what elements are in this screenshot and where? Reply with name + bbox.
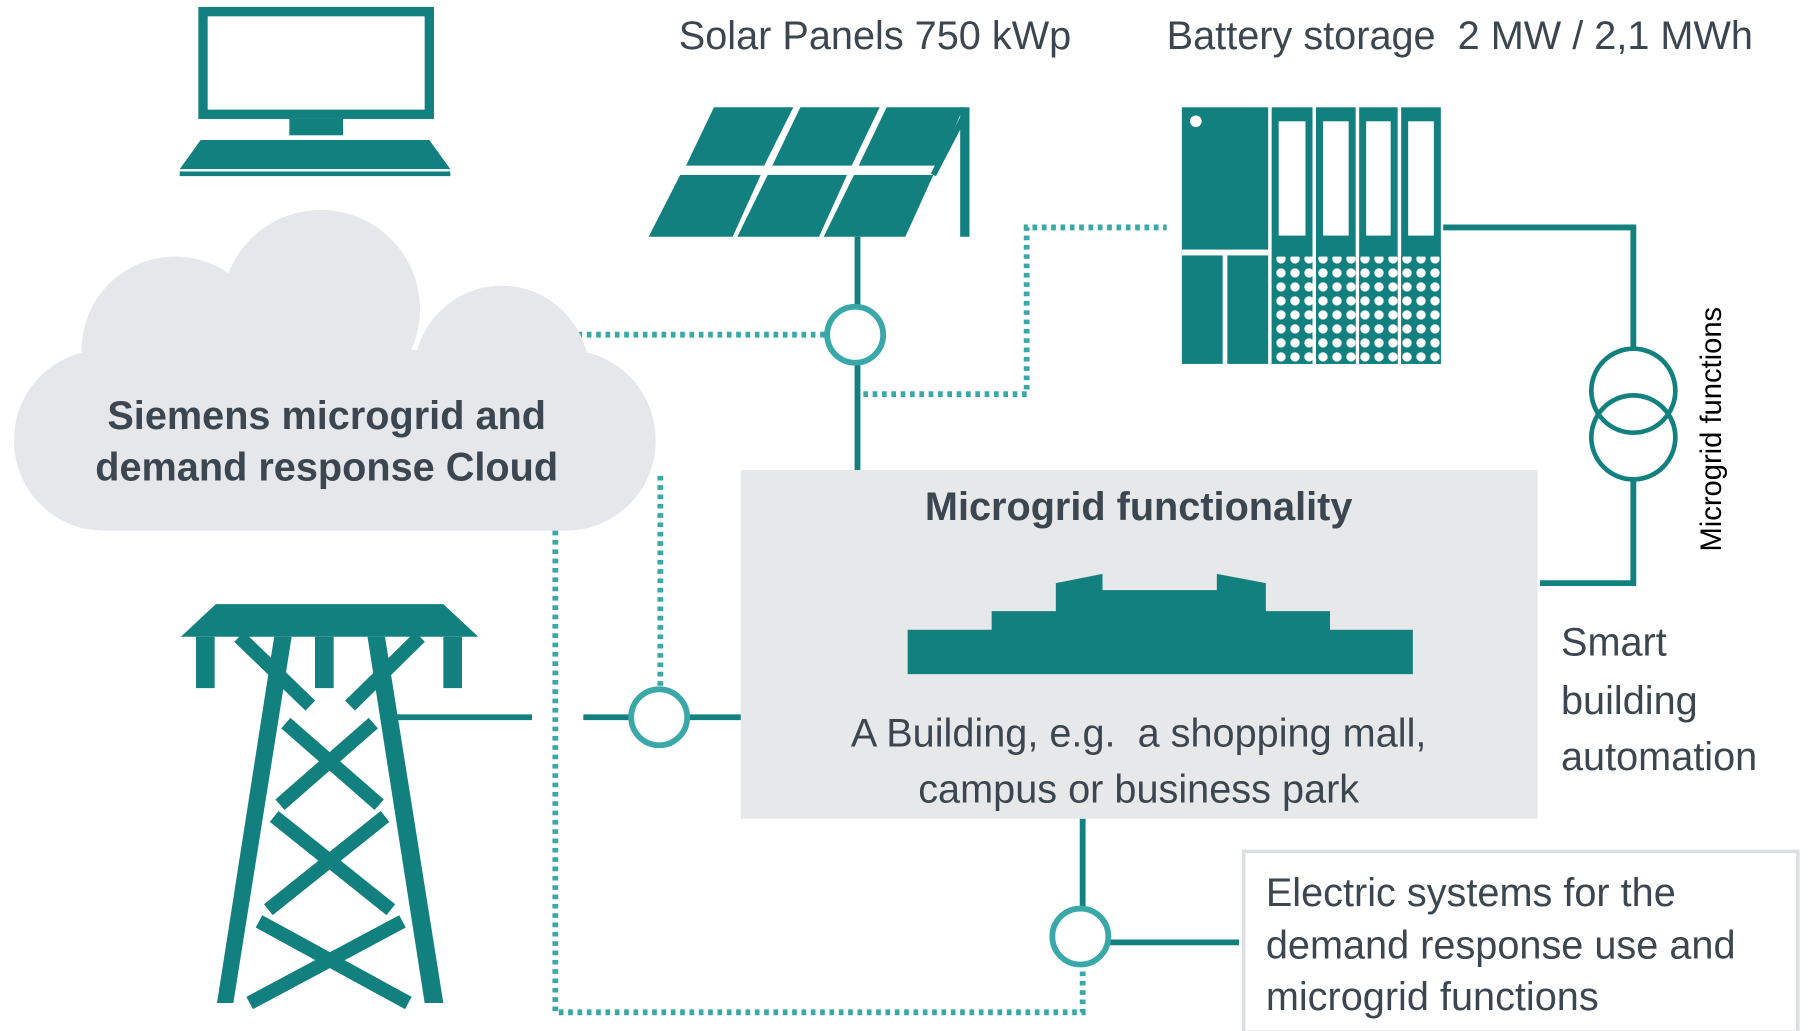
pylon-icon — [181, 604, 479, 1003]
electric-label: microgrid functions — [1266, 975, 1599, 1019]
cloud-label: demand response Cloud — [95, 446, 558, 490]
microgrid-title: Microgrid functionality — [925, 485, 1352, 529]
building-label: A Building, e.g. a shopping mall, — [851, 711, 1426, 755]
diagram: Solar Panels 750 kWp Battery storage 2 M… — [0, 0, 1820, 1031]
laptop-icon — [180, 12, 451, 176]
solar-panel-icon — [649, 107, 970, 236]
smart-label: building — [1561, 679, 1698, 723]
electric-label: Electric systems for the — [1266, 871, 1676, 915]
smart-label: automation — [1561, 735, 1757, 779]
battery-label: Battery storage 2 MW / 2,1 MWh — [1167, 14, 1753, 58]
electric-label: demand response use and — [1266, 924, 1736, 968]
vertical-label: Microgrid functions — [1696, 307, 1728, 552]
building-label: campus or business park — [918, 767, 1359, 811]
cloud-label: Siemens microgrid and — [107, 394, 546, 438]
battery-icon — [1182, 107, 1441, 364]
solar-label: Solar Panels 750 kWp — [679, 14, 1071, 58]
smart-label: Smart — [1561, 620, 1667, 664]
